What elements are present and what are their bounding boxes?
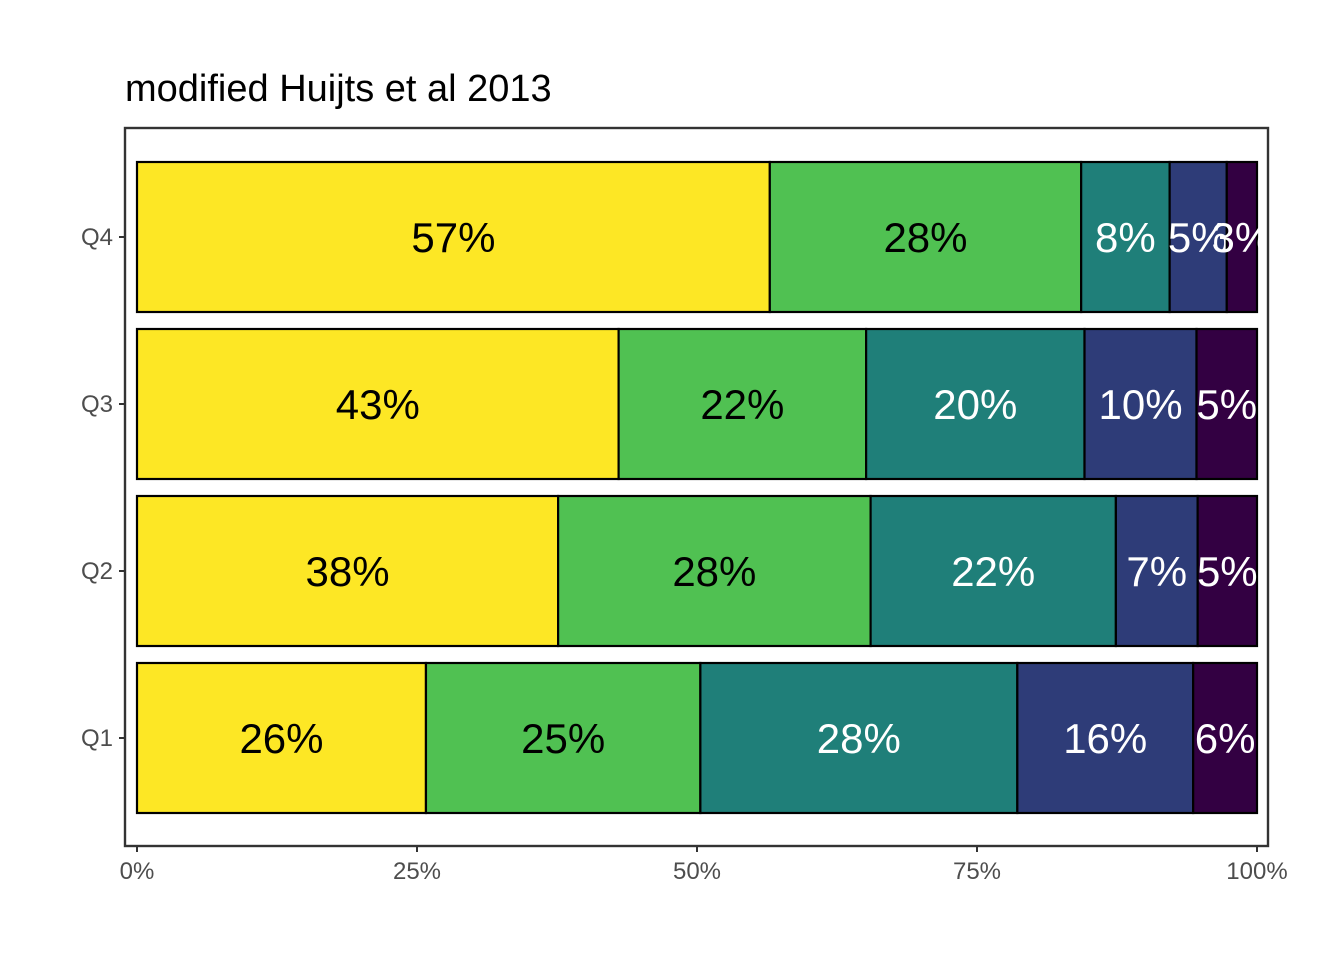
bar-q2-segment-5 (1196, 494, 1259, 648)
bar-q4-segment-3 (1080, 160, 1171, 314)
data-label-q4-2: 28% (883, 214, 967, 261)
x-tick-label-1: 25% (393, 858, 441, 885)
data-label-q1-2: 25% (521, 715, 605, 762)
axes-layer: Q4 Q3 Q2 Q1 0% 25% 50% 75% 100% (81, 224, 1288, 885)
data-label-q1-3: 28% (817, 715, 901, 762)
data-label-q3-2: 22% (700, 381, 784, 428)
bar-q3-segment-5 (1195, 327, 1259, 481)
bar-q2-segment-3 (869, 494, 1117, 648)
data-label-q3-5: 5% (1196, 381, 1257, 428)
bar-q2-segment-1 (135, 494, 560, 648)
data-label-q2-2: 28% (672, 548, 756, 595)
x-tick-label-2: 50% (673, 858, 721, 885)
data-label-q2-4: 7% (1126, 548, 1187, 595)
data-label-q2-1: 38% (306, 548, 390, 595)
bars-layer: 57% 28% 8% 5%3%43% 22% 20% 10% 5%38% 28% 22% 7% 5%2… (135, 160, 1273, 815)
x-tick-label-0: 0% (120, 858, 155, 885)
y-tick-label-q1: Q1 (81, 725, 113, 752)
bar-q2-segment-2 (557, 494, 872, 648)
chart-title: modified Huijts et al 2013 (125, 68, 552, 110)
data-label-q1-1: 26% (239, 715, 323, 762)
y-tick-label-q3: Q3 (81, 391, 113, 418)
data-label-q1-5: 6% (1195, 715, 1256, 762)
y-tick-label-q4: Q4 (81, 224, 113, 251)
bar-q3-segment-4 (1083, 327, 1198, 481)
data-label-q4-3: 8% (1095, 214, 1156, 261)
x-tick-label-4: 100% (1226, 858, 1287, 885)
data-label-q1-4: 16% (1063, 715, 1147, 762)
data-label-q4-4: 5% (1168, 214, 1229, 261)
bar-q3-segment-2 (617, 327, 868, 481)
data-label-q2-5: 5% (1197, 548, 1258, 595)
bar-q2-segment-4 (1114, 494, 1199, 648)
bar-q4-segment-4 (1168, 160, 1228, 314)
data-label-q4-1: 57% (411, 214, 495, 261)
data-label-q2-3: 22% (951, 548, 1035, 595)
bar-q1-segment-3 (699, 661, 1019, 815)
bar-q3-segment-1 (135, 327, 620, 481)
data-label-q3-4: 10% (1098, 381, 1182, 428)
bar-q3-segment-3 (865, 327, 1086, 481)
y-tick-label-q2: Q2 (81, 558, 113, 585)
x-tick-label-3: 75% (953, 858, 1001, 885)
bar-q4-segment-2 (768, 160, 1083, 314)
bar-q1-segment-2 (424, 661, 702, 815)
data-label-q3-1: 43% (336, 381, 420, 428)
bar-q4-segment-1 (135, 160, 771, 314)
bar-q4-segment-5 (1225, 160, 1259, 314)
bar-q1-segment-5 (1192, 661, 1259, 815)
data-label-q4-5: 3% (1212, 214, 1273, 261)
data-label-q3-3: 20% (933, 381, 1017, 428)
